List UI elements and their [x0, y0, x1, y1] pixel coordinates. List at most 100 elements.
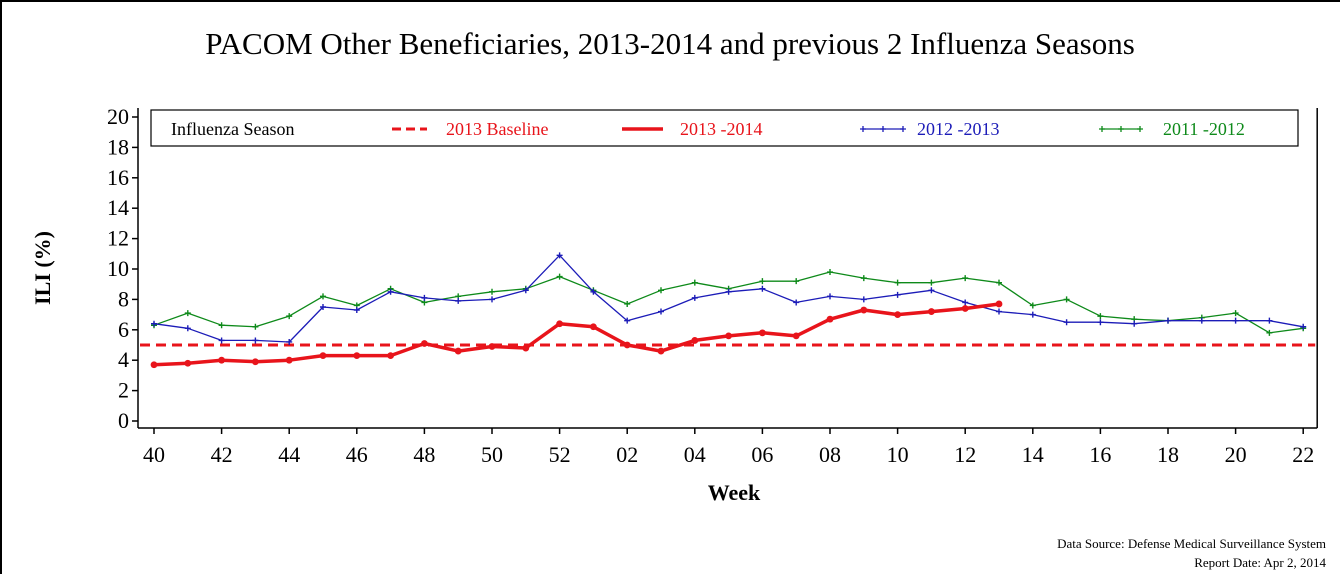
data-point: [286, 313, 293, 320]
data-point: [1266, 329, 1273, 336]
legend-label-baseline: 2013 Baseline: [446, 119, 548, 139]
data-point: [218, 337, 225, 344]
series-line: [153, 302, 1000, 367]
legend-marker: [880, 126, 886, 132]
series-layer: [150, 252, 1307, 369]
x-tick-label: 50: [481, 442, 503, 467]
x-tick-label: 02: [616, 442, 638, 467]
data-point: [1063, 319, 1070, 326]
data-point: [151, 320, 157, 327]
data-point: [184, 325, 191, 332]
data-point: [995, 300, 1003, 308]
data-point: [759, 285, 766, 292]
data-point: [387, 352, 394, 360]
x-tick-label: 20: [1225, 442, 1247, 467]
data-point: [150, 361, 158, 369]
y-axis-title: ILI (%): [30, 231, 55, 305]
data-point: [691, 337, 699, 344]
x-tick-label: 48: [413, 442, 435, 467]
data-point: [928, 287, 935, 294]
data-point: [455, 297, 462, 304]
data-point: [353, 352, 361, 360]
data-point: [522, 287, 529, 294]
data-point: [252, 358, 259, 366]
x-tick-label: 06: [751, 442, 773, 467]
y-tick-label: 8: [118, 286, 129, 311]
chart-title: PACOM Other Beneficiaries, 2013-2014 and…: [205, 26, 1135, 61]
data-point: [996, 308, 1002, 315]
x-tick-label: 46: [346, 442, 368, 467]
data-point: [489, 296, 495, 303]
data-point: [624, 300, 631, 307]
data-point: [522, 344, 530, 352]
data-point: [421, 340, 428, 347]
data-point: [1029, 311, 1036, 318]
x-tick-label: 52: [549, 442, 571, 467]
data-point: [759, 278, 766, 285]
y-tick-label: 6: [118, 317, 129, 342]
data-point: [590, 323, 597, 331]
data-point: [218, 356, 226, 364]
data-point: [962, 275, 969, 282]
x-tick-label: 08: [819, 442, 841, 467]
legend-marker: [1137, 126, 1143, 132]
x-tick-label: 44: [278, 442, 300, 467]
data-point: [691, 279, 698, 286]
x-tick-label: 22: [1292, 442, 1314, 467]
data-point: [184, 310, 191, 317]
legend-label: 2012 -2013: [917, 119, 1000, 139]
legend-marker: [900, 126, 906, 132]
data-point: [320, 293, 326, 300]
data-point: [286, 338, 293, 345]
series-2012-2013: [151, 252, 1307, 345]
data-point: [1300, 323, 1307, 330]
legend-marker: [1099, 126, 1105, 132]
legend-title: Influenza Season: [171, 119, 294, 139]
data-point: [725, 332, 732, 340]
y-tick-label: 12: [107, 226, 129, 251]
data-point: [489, 288, 495, 295]
y-tick-label: 4: [118, 347, 129, 372]
data-point: [285, 356, 293, 364]
data-point: [1131, 320, 1138, 327]
data-point: [1097, 313, 1104, 320]
data-point: [657, 347, 665, 355]
data-point: [184, 359, 192, 367]
x-tick-label: 10: [887, 442, 909, 467]
data-point: [252, 337, 259, 344]
y-tick-label: 14: [107, 195, 129, 220]
data-point: [658, 308, 664, 315]
data-point: [320, 304, 326, 310]
legend-marker: [1118, 126, 1124, 132]
data-point: [658, 287, 664, 294]
data-point: [421, 294, 428, 301]
series-line: [153, 254, 1304, 343]
report-date-note: Report Date: Apr 2, 2014: [1194, 555, 1326, 570]
data-point: [928, 308, 935, 315]
x-axis-title: Week: [708, 480, 761, 505]
y-tick-label: 16: [107, 165, 129, 190]
legend-box: [150, 109, 1299, 147]
data-point: [387, 288, 394, 295]
data-point: [894, 291, 901, 298]
data-point: [1198, 317, 1205, 324]
data-point: [556, 252, 563, 259]
data-source-note: Data Source: Defense Medical Surveillanc…: [1057, 536, 1326, 551]
data-point: [1232, 317, 1239, 324]
data-point: [454, 347, 462, 355]
data-point: [624, 317, 631, 324]
legend: Influenza Season 2013 Baseline 2013 -2014 2…: [150, 109, 1299, 147]
data-point: [623, 341, 631, 349]
data-point: [793, 299, 800, 306]
data-point: [860, 296, 867, 303]
x-tick-label: 18: [1157, 442, 1179, 467]
legend-label: 2013 -2014: [680, 119, 763, 139]
x-tick-label: 16: [1089, 442, 1111, 467]
y-tick-label: 20: [107, 104, 129, 129]
data-point: [252, 323, 259, 330]
x-tick-label: 40: [143, 442, 165, 467]
data-point: [1266, 317, 1273, 324]
legend-label: 2011 -2012: [1163, 119, 1245, 139]
